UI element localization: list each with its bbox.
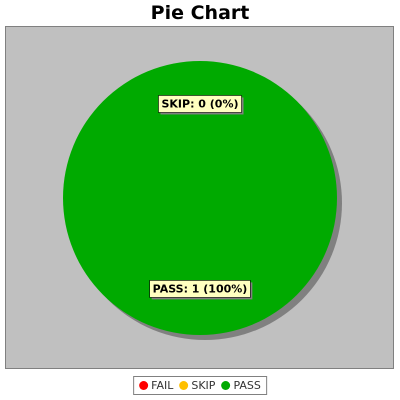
pie-label-text-pass: PASS: 1 (100%) [153,282,248,295]
legend: FAIL SKIP PASS [133,376,267,395]
legend-swatch-fail [139,381,149,390]
pie-slice-pass [63,61,337,335]
legend-swatch-pass [221,381,231,390]
pie-label-box [149,280,251,298]
legend-swatch-skip [179,381,189,390]
legend-label-skip: SKIP [191,379,216,392]
pie-label-box [158,95,242,113]
chart-title: Pie Chart [150,2,250,24]
pie-label-skip: SKIP: 0 (0%) [158,95,244,115]
pie-label-pass: PASS: 1 (100%) [149,280,253,300]
legend-label-pass: PASS [233,379,261,392]
legend-item-skip: SKIP [179,379,215,392]
pie-label-text-skip: SKIP: 0 (0%) [161,97,238,110]
legend-label-fail: FAIL [151,379,174,392]
legend-item-fail: FAIL [139,379,173,392]
legend-item-pass: PASS [221,379,261,392]
